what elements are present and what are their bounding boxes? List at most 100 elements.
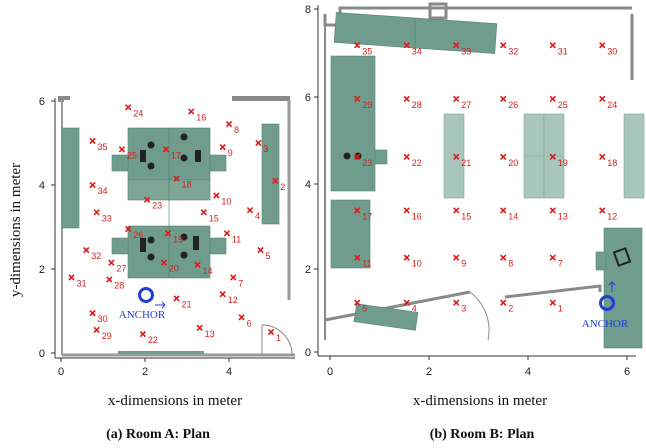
- room-a-point-marker: [223, 230, 231, 237]
- room-b-measurement-points: 1234578910111213141516171819202122232425…: [354, 42, 617, 314]
- room-a-point-label: 26: [133, 230, 143, 240]
- room-a-point-marker: [219, 144, 226, 151]
- room-a-xtick-4: 4: [226, 366, 232, 378]
- room-b-xtick-6: 6: [624, 366, 630, 378]
- room-b-point-label: 25: [558, 100, 568, 110]
- room-b-point-marker: [599, 42, 606, 49]
- room-a-point-label: 32: [91, 251, 101, 261]
- room-b-point-marker: [403, 254, 410, 261]
- room-a-point-marker: [173, 295, 180, 302]
- room-a-point-marker: [89, 181, 96, 189]
- room-a-point-label: 15: [209, 213, 219, 223]
- room-b-point-marker: [549, 299, 556, 306]
- room-b-point-marker: [599, 95, 606, 103]
- room-a-point-marker: [83, 246, 90, 254]
- room-b-point-marker: [599, 207, 606, 214]
- room-a-point-label: 5: [266, 251, 271, 261]
- room-a-point-label: 25: [127, 150, 137, 160]
- room-b-point-label: 5: [362, 304, 367, 314]
- room-a-xtick-0: 0: [58, 366, 64, 378]
- room-a-point-marker: [200, 209, 207, 216]
- room-b-point-label: 1: [558, 304, 563, 314]
- room-a-point-marker: [89, 309, 96, 317]
- room-b-point-marker: [453, 299, 460, 306]
- room-b-plan: 0 2 4 6 0 2 4 6 8: [305, 2, 645, 442]
- room-a-point-marker: [125, 225, 132, 233]
- room-a-point-marker: [267, 328, 275, 336]
- room-b-point-label: 15: [461, 211, 471, 221]
- room-a-point-label: 27: [116, 264, 126, 274]
- room-b-point-marker: [549, 254, 556, 261]
- room-b-point-marker: [354, 254, 361, 261]
- room-b-point-marker: [354, 95, 361, 103]
- room-a-point-marker: [162, 146, 170, 153]
- room-a-ylabel: y-dimensions in meter: [8, 163, 24, 297]
- room-a-point-marker: [68, 274, 75, 281]
- room-b-point-marker: [354, 299, 361, 306]
- room-a-ytick-2: 2: [39, 264, 45, 276]
- room-b-point-label: 29: [362, 100, 372, 110]
- room-b-point-marker: [549, 153, 556, 160]
- room-b-point-label: 9: [461, 259, 466, 269]
- room-b-caption: (b) Room B: Plan: [430, 427, 535, 442]
- room-a-point-label: 1: [276, 333, 281, 343]
- room-a-point-marker: [160, 259, 168, 266]
- room-a-point-label: 35: [98, 142, 108, 152]
- room-a-point-marker: [188, 108, 195, 115]
- room-a-measurement-points: 1234567891011121314151617181920212223242…: [68, 104, 285, 345]
- room-b-point-label: 23: [362, 158, 372, 168]
- room-b-anchor-label: ANCHOR: [582, 318, 629, 330]
- room-b-point-label: 7: [558, 259, 563, 269]
- room-a-point-label: 6: [247, 318, 252, 328]
- room-a-point-marker: [143, 196, 151, 203]
- room-a-point-marker: [93, 326, 100, 334]
- room-a-point-label: 30: [98, 314, 108, 324]
- room-b-ytick-8: 8: [305, 4, 311, 16]
- room-b-point-label: 14: [508, 211, 518, 221]
- room-a-point-marker: [213, 192, 220, 199]
- room-a-point-label: 9: [228, 148, 233, 158]
- room-a-point-label: 33: [102, 213, 112, 223]
- room-a-ytick-4: 4: [39, 180, 45, 192]
- room-a-point-label: 14: [203, 266, 213, 276]
- room-b-point-label: 8: [508, 259, 513, 269]
- room-b-point-label: 27: [461, 100, 471, 110]
- room-a-point-label: 20: [169, 264, 179, 274]
- room-b-point-label: 18: [607, 158, 617, 168]
- room-b-point-label: 30: [607, 46, 617, 56]
- room-a-anchor: ANCHOR: [119, 287, 166, 321]
- room-a-ytick-0: 0: [39, 348, 45, 360]
- room-a-point-label: 28: [114, 281, 124, 291]
- room-b-point-label: 33: [461, 46, 471, 56]
- room-b-point-marker: [453, 254, 460, 261]
- room-a-caption: (a) Room A: Plan: [106, 427, 210, 442]
- room-a-plan: 0 2 4 0 2 4 6: [8, 96, 295, 442]
- room-a-point-label: 16: [196, 113, 206, 123]
- room-a-xlabel: x-dimensions in meter: [108, 393, 242, 409]
- room-a-point-label: 2: [280, 182, 285, 192]
- room-a-point-label: 3: [263, 144, 268, 154]
- room-b-point-marker: [549, 207, 556, 214]
- room-b-light-tables: [443, 113, 645, 199]
- room-b-chairs: [343, 152, 632, 267]
- room-a-point-marker: [257, 246, 264, 254]
- room-a-point-label: 13: [205, 329, 215, 339]
- room-b-point-marker: [403, 42, 410, 49]
- room-b-point-label: 4: [412, 304, 417, 314]
- room-a-point-marker: [106, 276, 113, 283]
- room-a-point-label: 10: [221, 197, 231, 207]
- room-b-ytick-6: 6: [305, 92, 311, 104]
- room-b-point-label: 35: [362, 46, 372, 56]
- room-b-point-marker: [354, 153, 361, 160]
- room-a-point-label: 8: [234, 125, 239, 135]
- room-a-point-label: 19: [173, 234, 183, 244]
- room-a-point-marker: [89, 137, 96, 145]
- room-b-xtick-4: 4: [525, 366, 531, 378]
- room-b-furniture: [330, 12, 643, 349]
- room-b-ytick-4: 4: [305, 179, 311, 191]
- room-a-point-label: 23: [152, 201, 162, 211]
- room-b-tick-marks: [314, 8, 628, 360]
- room-b-point-label: 28: [412, 100, 422, 110]
- room-b-xtick-0: 0: [327, 366, 333, 378]
- room-a-point-marker: [230, 274, 237, 281]
